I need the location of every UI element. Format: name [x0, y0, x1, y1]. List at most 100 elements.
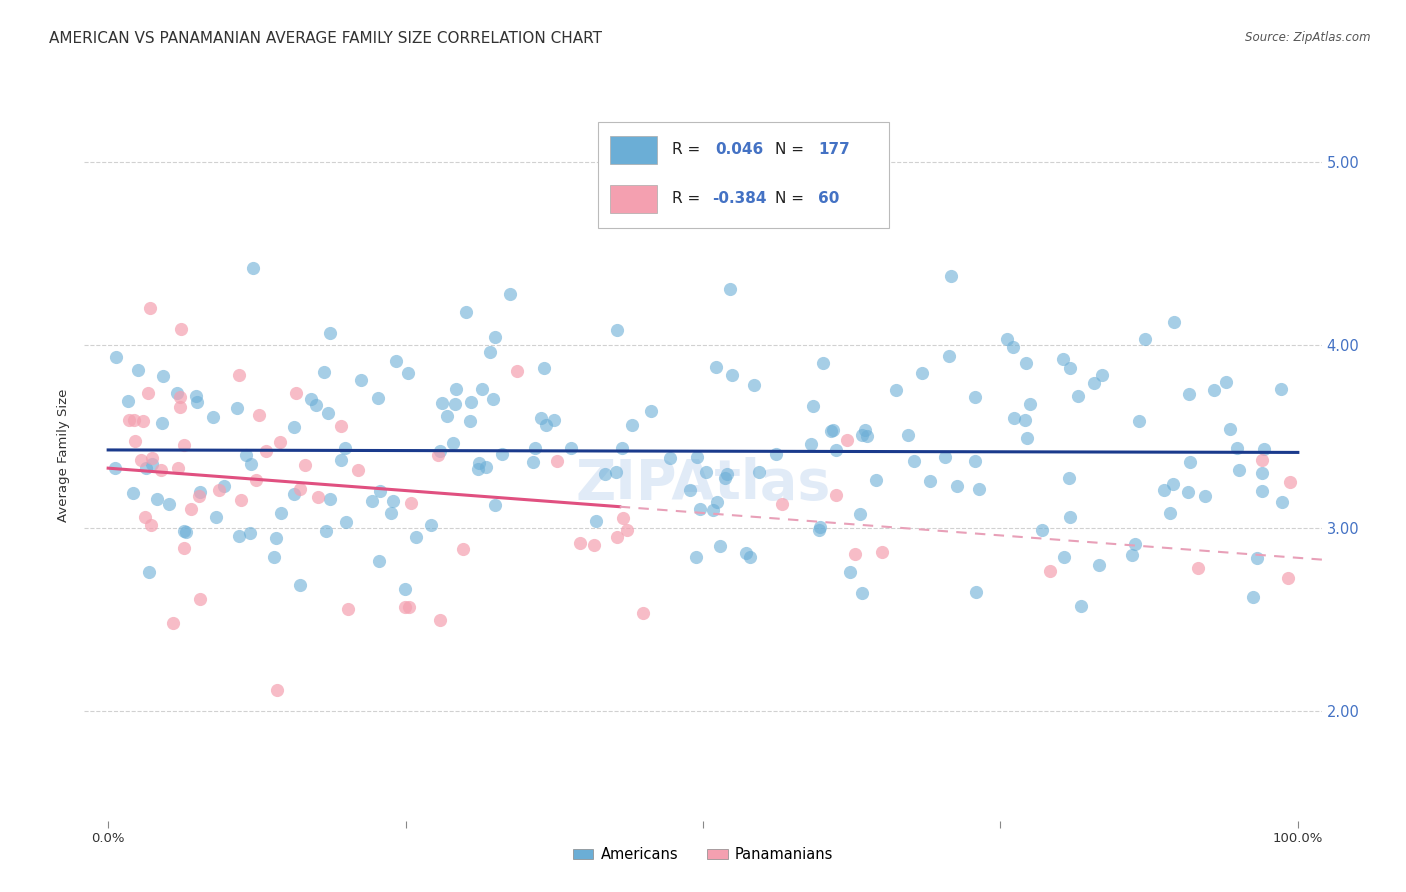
Point [429, 444, 451, 458]
Point [849, 507, 872, 521]
Point [534, 417, 557, 432]
Point [135, 461, 157, 475]
Text: 60: 60 [818, 192, 839, 206]
Bar [610, 136, 657, 164]
Point [1121, 548, 1143, 562]
Point [264, 531, 287, 545]
Text: 0.046: 0.046 [716, 143, 763, 157]
Point [897, 428, 920, 442]
Point [288, 578, 311, 592]
Point [585, 514, 607, 528]
Text: N =: N = [775, 192, 808, 206]
Point [835, 434, 858, 448]
Point [1250, 484, 1272, 499]
Point [350, 373, 373, 387]
Point [162, 615, 184, 630]
Point [855, 429, 877, 443]
Point [444, 383, 467, 397]
Point [718, 282, 741, 296]
Bar [598, 122, 889, 228]
Point [247, 409, 270, 423]
Point [1014, 413, 1036, 427]
Point [202, 409, 225, 424]
Point [139, 517, 162, 532]
Point [1002, 411, 1025, 425]
Point [471, 382, 494, 396]
Point [1204, 383, 1226, 397]
Point [330, 453, 353, 467]
Point [658, 451, 681, 466]
Point [188, 489, 211, 503]
Point [124, 434, 146, 449]
Point [714, 471, 737, 485]
Point [823, 423, 845, 437]
Point [170, 321, 193, 335]
Point [1057, 470, 1080, 484]
Point [405, 530, 427, 544]
Point [770, 496, 793, 510]
Point [288, 483, 311, 497]
Point [499, 287, 522, 301]
Point [104, 460, 127, 475]
Point [188, 484, 211, 499]
Point [1019, 397, 1042, 411]
Point [1177, 484, 1199, 499]
Point [606, 323, 628, 337]
Point [319, 492, 342, 507]
Point [934, 450, 956, 464]
Point [967, 483, 990, 497]
Point [132, 414, 155, 428]
Point [398, 599, 420, 614]
Point [706, 495, 728, 509]
Point [429, 613, 451, 627]
Point [299, 392, 322, 406]
Point [188, 592, 211, 607]
Point [1215, 376, 1237, 390]
Point [401, 496, 423, 510]
Point [122, 413, 145, 427]
Point [166, 385, 188, 400]
Point [394, 582, 416, 596]
Point [612, 511, 634, 525]
Point [152, 369, 174, 384]
Point [685, 549, 707, 564]
Point [436, 409, 458, 423]
Point [1271, 495, 1294, 509]
Point [396, 366, 419, 380]
Point [186, 395, 208, 409]
Point [173, 438, 195, 452]
Point [1039, 564, 1062, 578]
Point [150, 416, 173, 430]
Point [593, 467, 616, 481]
Point [965, 584, 987, 599]
Point [263, 549, 285, 564]
Point [451, 541, 474, 556]
Point [738, 549, 761, 564]
Point [1059, 360, 1081, 375]
Point [443, 397, 465, 411]
Point [118, 412, 141, 426]
Legend: Americans, Panamanians: Americans, Panamanians [567, 841, 839, 868]
Point [214, 479, 236, 493]
Point [484, 498, 506, 512]
Point [1163, 315, 1185, 329]
Point [127, 362, 149, 376]
Point [105, 350, 128, 364]
Point [134, 509, 156, 524]
Point [139, 301, 162, 316]
Point [117, 394, 139, 409]
Point [1227, 463, 1250, 477]
Text: R =: R = [672, 192, 706, 206]
Point [456, 305, 478, 319]
Point [294, 458, 316, 473]
Point [679, 483, 702, 497]
Point [616, 523, 638, 537]
Point [995, 333, 1018, 347]
Point [1159, 506, 1181, 520]
Point [141, 457, 163, 471]
Point [911, 366, 934, 380]
Point [695, 465, 717, 479]
Point [285, 386, 308, 401]
Text: ZIPAtlas: ZIPAtlas [575, 458, 831, 511]
Point [228, 529, 250, 543]
